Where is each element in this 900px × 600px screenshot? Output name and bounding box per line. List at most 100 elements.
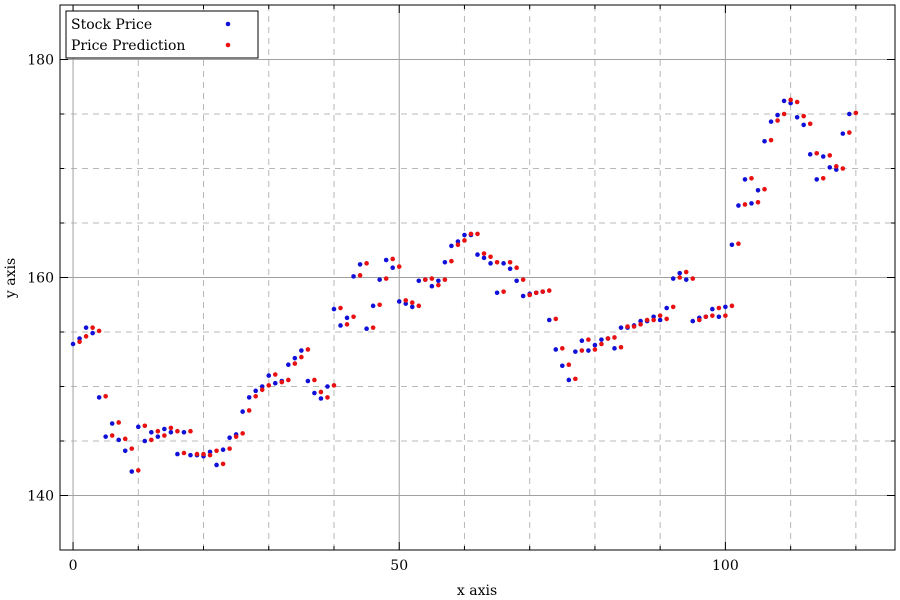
price-prediction-point xyxy=(755,199,761,205)
legend-label-stock-price: Stock Price xyxy=(71,17,152,33)
stock-price-point xyxy=(96,395,102,400)
price-prediction-point xyxy=(475,231,480,237)
price-prediction-point xyxy=(90,325,95,330)
price-prediction-point xyxy=(351,314,356,320)
price-prediction-point xyxy=(768,137,774,143)
price-prediction-point xyxy=(240,431,245,436)
legend-label-price-prediction: Price Prediction xyxy=(71,38,185,54)
stock-price-point xyxy=(207,449,213,455)
y-tick-labels: 140 160 180 xyxy=(27,53,54,505)
stock-price-point xyxy=(240,409,245,414)
price-prediction-point xyxy=(344,322,350,327)
stock-price-point xyxy=(286,362,291,368)
stock-price-point xyxy=(768,119,774,124)
stock-price-point xyxy=(325,384,330,389)
price-prediction-point xyxy=(266,383,272,388)
price-prediction-point xyxy=(749,176,754,181)
price-prediction-point xyxy=(233,434,239,439)
price-prediction-point xyxy=(807,121,813,127)
stock-price-point xyxy=(253,388,259,394)
price-prediction-point xyxy=(325,395,330,400)
stock-price-point xyxy=(396,299,402,304)
price-prediction-point xyxy=(644,317,650,323)
price-prediction-point xyxy=(383,276,389,281)
price-prediction-point xyxy=(149,437,154,443)
price-prediction-point xyxy=(246,408,252,413)
price-prediction-point xyxy=(286,377,291,383)
price-prediction-point xyxy=(820,176,826,181)
price-prediction-point xyxy=(396,264,402,269)
price-prediction-point xyxy=(181,450,187,456)
price-prediction-point xyxy=(775,118,780,123)
x-tick-label: 100 xyxy=(712,558,739,574)
stock-price-point xyxy=(729,242,735,248)
stock-price-point xyxy=(657,317,663,323)
price-prediction-point xyxy=(683,269,689,275)
price-prediction-point xyxy=(853,110,859,116)
price-prediction-point xyxy=(527,292,532,298)
price-prediction-point xyxy=(847,130,852,135)
stock-price-point xyxy=(579,338,585,344)
stock-price-point xyxy=(103,434,108,439)
price-prediction-point xyxy=(618,344,624,350)
stock-price-point xyxy=(690,318,696,324)
stock-price-point xyxy=(436,278,441,284)
price-prediction-point xyxy=(220,461,226,467)
price-prediction-point xyxy=(579,348,585,353)
stock-price-point xyxy=(149,429,154,435)
stock-price-point xyxy=(794,114,800,120)
stock-price-point xyxy=(592,342,598,348)
stock-price-point xyxy=(331,306,337,312)
price-prediction-point xyxy=(631,324,637,329)
price-prediction-point xyxy=(507,259,513,265)
price-prediction-point xyxy=(801,113,806,119)
price-prediction-point xyxy=(83,334,89,339)
stock-price-point xyxy=(560,363,565,369)
stock-price-point xyxy=(710,306,715,312)
price-prediction-point xyxy=(625,324,630,329)
stock-price-point xyxy=(429,283,435,289)
price-prediction-point xyxy=(696,317,702,323)
price-prediction-point xyxy=(840,166,846,171)
price-prediction-point xyxy=(690,276,696,281)
stock-price-point xyxy=(586,348,591,353)
stock-price-point xyxy=(370,303,376,309)
price-prediction-point xyxy=(566,362,572,368)
price-prediction-point xyxy=(162,433,167,438)
stock-price-point xyxy=(742,177,748,182)
price-prediction-point xyxy=(553,316,559,322)
stock-price-point xyxy=(338,323,343,328)
stock-price-point xyxy=(168,429,174,435)
stock-price-point xyxy=(175,451,180,457)
stock-price-point xyxy=(259,384,265,389)
stock-price-point xyxy=(462,232,467,238)
stock-price-point xyxy=(788,100,793,106)
stock-price-point xyxy=(162,426,167,432)
price-prediction-point xyxy=(416,303,422,309)
stock-price-point xyxy=(677,270,683,276)
stock-price-point xyxy=(390,265,395,270)
stock-price-point xyxy=(775,112,780,118)
price-prediction-point xyxy=(762,186,767,192)
stock-price-point xyxy=(781,98,787,104)
price-prediction-point xyxy=(703,314,709,320)
stock-price-point xyxy=(83,325,89,330)
stock-price-point xyxy=(351,274,356,279)
stock-price-point xyxy=(312,390,317,396)
stock-price-point xyxy=(181,429,187,435)
price-prediction-point xyxy=(651,317,656,323)
stock-price-point xyxy=(246,395,252,400)
price-prediction-point xyxy=(188,428,193,434)
price-prediction-point xyxy=(514,265,519,270)
price-prediction-point xyxy=(312,377,317,383)
price-prediction-point xyxy=(377,302,382,308)
stock-price-point xyxy=(664,305,669,311)
stock-price-point xyxy=(70,341,76,347)
price-prediction-point xyxy=(318,389,324,395)
price-prediction-point xyxy=(77,339,82,345)
stock-price-point xyxy=(847,111,852,117)
stock-price-point xyxy=(801,122,806,128)
price-prediction-point xyxy=(103,394,108,399)
price-prediction-point xyxy=(468,231,474,237)
legend-box xyxy=(65,10,259,59)
